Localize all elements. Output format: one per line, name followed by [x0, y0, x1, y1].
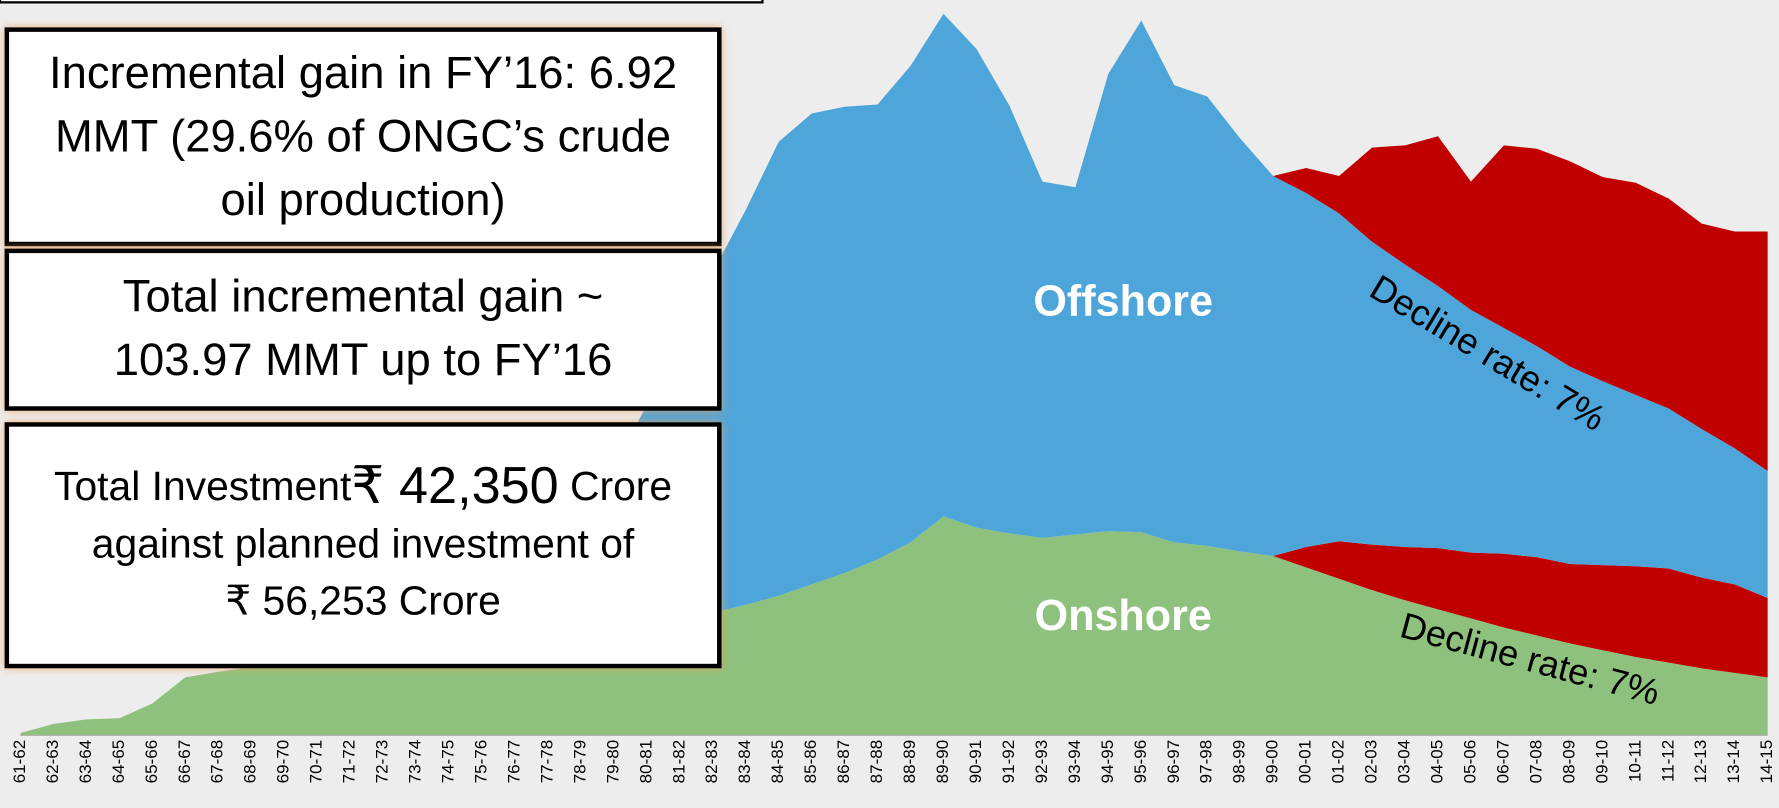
x-tick-label: 80-81	[636, 740, 655, 783]
x-tick-label: 86-87	[834, 740, 853, 783]
x-tick-label: 61-62	[10, 740, 29, 783]
x-tick-label: 62-63	[43, 740, 62, 783]
x-tick-label: 07-08	[1526, 740, 1545, 783]
x-tick-label: 14-15	[1757, 740, 1776, 783]
box-text: ₹ 56,253 Crore	[225, 577, 501, 623]
x-tick-label: 05-06	[1460, 740, 1479, 783]
x-tick-label: 89-90	[933, 740, 952, 783]
box-text: MMT (29.6% of ONGC’s crude	[55, 111, 671, 162]
x-tick-label: 90-91	[966, 740, 985, 783]
x-tick-label: 96-97	[1164, 740, 1183, 783]
x-tick-label: 73-74	[406, 740, 425, 783]
area	[1273, 136, 1768, 471]
x-tick-label: 97-98	[1197, 740, 1216, 783]
box-text: Total incremental gain ~	[123, 271, 603, 322]
box-text-part: ₹ 42,350	[351, 457, 558, 515]
box-text: 103.97 MMT up to FY’16	[114, 334, 613, 385]
x-tick-label: 70-71	[307, 740, 326, 783]
x-tick-label: 77-78	[537, 740, 556, 783]
x-tick-label: 87-88	[867, 740, 886, 783]
x-tick-label: 09-10	[1592, 740, 1611, 783]
x-tick-label: 66-67	[175, 740, 194, 783]
box-text: Total Investment₹ 42,350 Crore	[54, 457, 672, 515]
x-tick-label: 98-99	[1230, 740, 1249, 783]
x-tick-label: 75-76	[471, 740, 490, 783]
text-box	[4, 248, 722, 411]
x-tick-label: 03-04	[1395, 740, 1414, 783]
box-text: Incremental gain in FY’16: 6.92	[49, 47, 677, 98]
x-tick-label: 13-14	[1724, 740, 1743, 783]
x-tick-label: 65-66	[142, 740, 161, 783]
x-tick-label: 94-95	[1098, 740, 1117, 783]
box-text-part: Crore	[570, 463, 672, 509]
text-box	[4, 422, 722, 669]
x-tick-label: 85-86	[801, 740, 820, 783]
x-tick-label: 78-79	[570, 740, 589, 783]
x-tick-label: 04-05	[1427, 740, 1446, 783]
x-tick-label: 79-80	[603, 740, 622, 783]
x-tick-label: 63-64	[76, 740, 95, 783]
x-tick-label: 11-12	[1658, 740, 1677, 782]
x-tick-label: 88-89	[900, 740, 919, 783]
x-tick-label: 12-13	[1691, 740, 1710, 783]
x-tick-label: 68-69	[241, 740, 260, 783]
box-text: against planned investment of	[92, 521, 635, 567]
area	[20, 516, 1768, 736]
top-bar	[0, 0, 764, 4]
x-tick-label: 82-83	[702, 740, 721, 783]
x-tick-label: 84-85	[768, 740, 787, 783]
x-tick-label: 76-77	[504, 740, 523, 783]
x-tick-label: 69-70	[274, 740, 293, 783]
x-tick-label: 02-03	[1362, 740, 1381, 783]
x-tick-label: 10-11	[1625, 740, 1644, 782]
x-tick-label: 08-09	[1559, 740, 1578, 783]
text-box	[4, 27, 722, 247]
area	[448, 13, 1768, 652]
x-tick-label: 74-75	[438, 740, 457, 783]
x-tick-label: 83-84	[735, 740, 754, 783]
x-tick-label: 01-02	[1329, 740, 1348, 783]
x-tick-label: 95-96	[1131, 740, 1150, 783]
box-text: oil production)	[221, 174, 506, 225]
x-tick-label: 64-65	[109, 740, 128, 783]
x-tick-label: 92-93	[1032, 740, 1051, 783]
x-tick-label: 91-92	[999, 740, 1018, 783]
x-tick-label: 99-00	[1263, 740, 1282, 783]
x-tick-label: 67-68	[208, 740, 227, 783]
box-text-part: Total Investment	[54, 463, 352, 509]
x-tick-label: 81-82	[669, 740, 688, 783]
x-tick-label: 93-94	[1065, 740, 1084, 783]
x-tick-label: 06-07	[1493, 740, 1512, 783]
area	[1273, 541, 1768, 678]
series-label: Onshore	[1035, 592, 1212, 640]
x-tick-label: 71-72	[340, 740, 359, 783]
x-tick-label: 72-73	[373, 740, 392, 783]
series-label: Offshore	[1033, 278, 1213, 326]
x-tick-label: 00-01	[1296, 740, 1315, 783]
